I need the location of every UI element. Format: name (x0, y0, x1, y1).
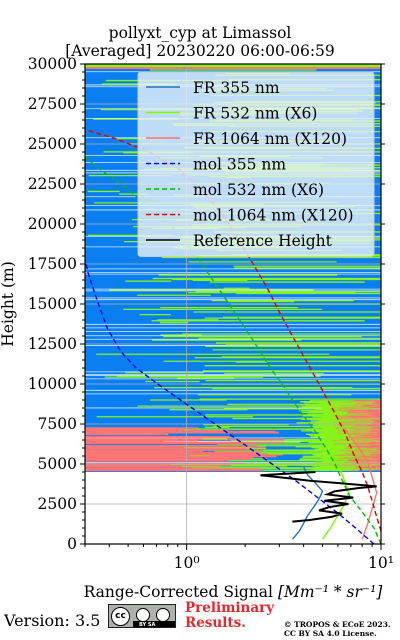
cc-icon: cc (111, 607, 130, 626)
y-tick-label: 27500 (28, 95, 77, 113)
y-tick-label: 20000 (28, 215, 77, 233)
y-tick-label: 12500 (28, 335, 77, 353)
series-line-4 (85, 156, 381, 544)
series-line-1 (321, 447, 350, 540)
y-tick-label: 15000 (28, 295, 77, 313)
bg-top-band (85, 64, 381, 67)
bg-lowest-region (85, 472, 381, 544)
cc-license-badge: cc BY SA (108, 604, 176, 628)
by-icon (136, 608, 150, 622)
preliminary-line2: Results. (185, 615, 246, 631)
legend-entry-5: mol 1064 nm (X120) (193, 207, 354, 225)
preliminary-line1: Preliminary (185, 600, 275, 616)
version-label: Version: 3.5 (4, 611, 101, 630)
legend-box (137, 71, 375, 257)
legend-entry-6: Reference Height (193, 232, 333, 250)
series-line-6 (260, 471, 377, 523)
bg-top-band-red (85, 67, 381, 69)
y-tick-label: 10000 (28, 375, 77, 393)
legend: FR 355 nm FR 532 nm (X6) FR 1064 nm (X120)… (137, 71, 375, 257)
chart-title: pollyxt_cyp at Limassol (108, 24, 292, 42)
legend-entry-4: mol 532 nm (X6) (193, 181, 324, 199)
legend-entry-0: FR 355 nm (193, 79, 280, 97)
y-tick-label: 2500 (38, 495, 77, 513)
copyright-notice: © TROPOS & ECoE 2023. CC BY SA 4.0 Licen… (284, 620, 391, 638)
series-line-2 (344, 428, 378, 540)
y-tick-label: 17500 (28, 255, 77, 273)
x-tick-label: 10¹ (368, 554, 394, 572)
y-axis-label: Height (m) (0, 261, 17, 347)
y-tick-label: 22500 (28, 175, 77, 193)
preliminary-notice: Preliminary Results. (185, 601, 274, 631)
x-tick-label: 10⁰ (174, 554, 200, 572)
legend-entry-3: mol 355 nm (193, 156, 286, 174)
legend-entry-1: FR 532 nm (X6) (193, 105, 317, 123)
series-line-0 (291, 466, 324, 540)
y-tick-label: 7500 (38, 415, 77, 433)
sa-icon (156, 608, 170, 622)
x-axis-label-text: Range-Corrected Signal (84, 583, 278, 601)
y-tick-label: 0 (67, 535, 77, 553)
chart-subtitle: [Averaged] 20230220 06:00-06:59 (65, 42, 335, 60)
copyright-line2: CC BY SA 4.0 License. (284, 629, 377, 638)
y-axis: 0 2500 5000 7500 10000 12500 15000 17500 20000 22… (28, 55, 385, 553)
badge-text: BY SA (139, 622, 156, 628)
x-axis-units: [Mm⁻¹ * sr⁻¹] (278, 583, 383, 601)
x-axis: 10⁰ 10¹ (84, 544, 394, 572)
y-tick-label: 5000 (38, 455, 77, 473)
legend-entry-2: FR 1064 nm (X120) (193, 130, 347, 148)
y-tick-label: 30000 (28, 55, 77, 73)
series-line-3 (85, 259, 375, 544)
y-tick-label: 25000 (28, 135, 77, 153)
badge-strip (133, 621, 175, 627)
x-axis-label: Range-Corrected Signal [Mm⁻¹ * sr⁻¹] (84, 583, 384, 601)
copyright-line1: © TROPOS & ECoE 2023. (284, 620, 391, 629)
